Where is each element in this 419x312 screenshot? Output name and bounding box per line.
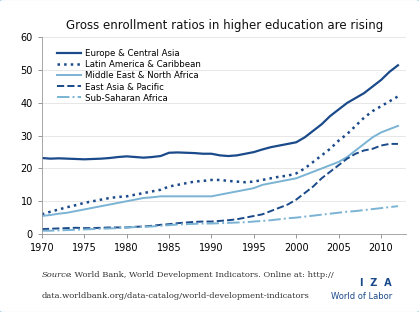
Title: Gross enrollment ratios in higher education are rising: Gross enrollment ratios in higher educat… [65,19,383,32]
Text: World of Labor: World of Labor [331,292,392,301]
Text: I  Z  A: I Z A [360,278,392,288]
Legend: Europe & Central Asia, Latin America & Caribbean, Middle East & North Africa, Ea: Europe & Central Asia, Latin America & C… [54,46,204,106]
Text: data.worldbank.org/data-catalog/world-development-indicators: data.worldbank.org/data-catalog/world-de… [42,292,310,300]
Text: : World Bank, World Development Indicators. Online at: http://: : World Bank, World Development Indicato… [69,271,334,280]
Text: Source: Source [42,271,72,280]
